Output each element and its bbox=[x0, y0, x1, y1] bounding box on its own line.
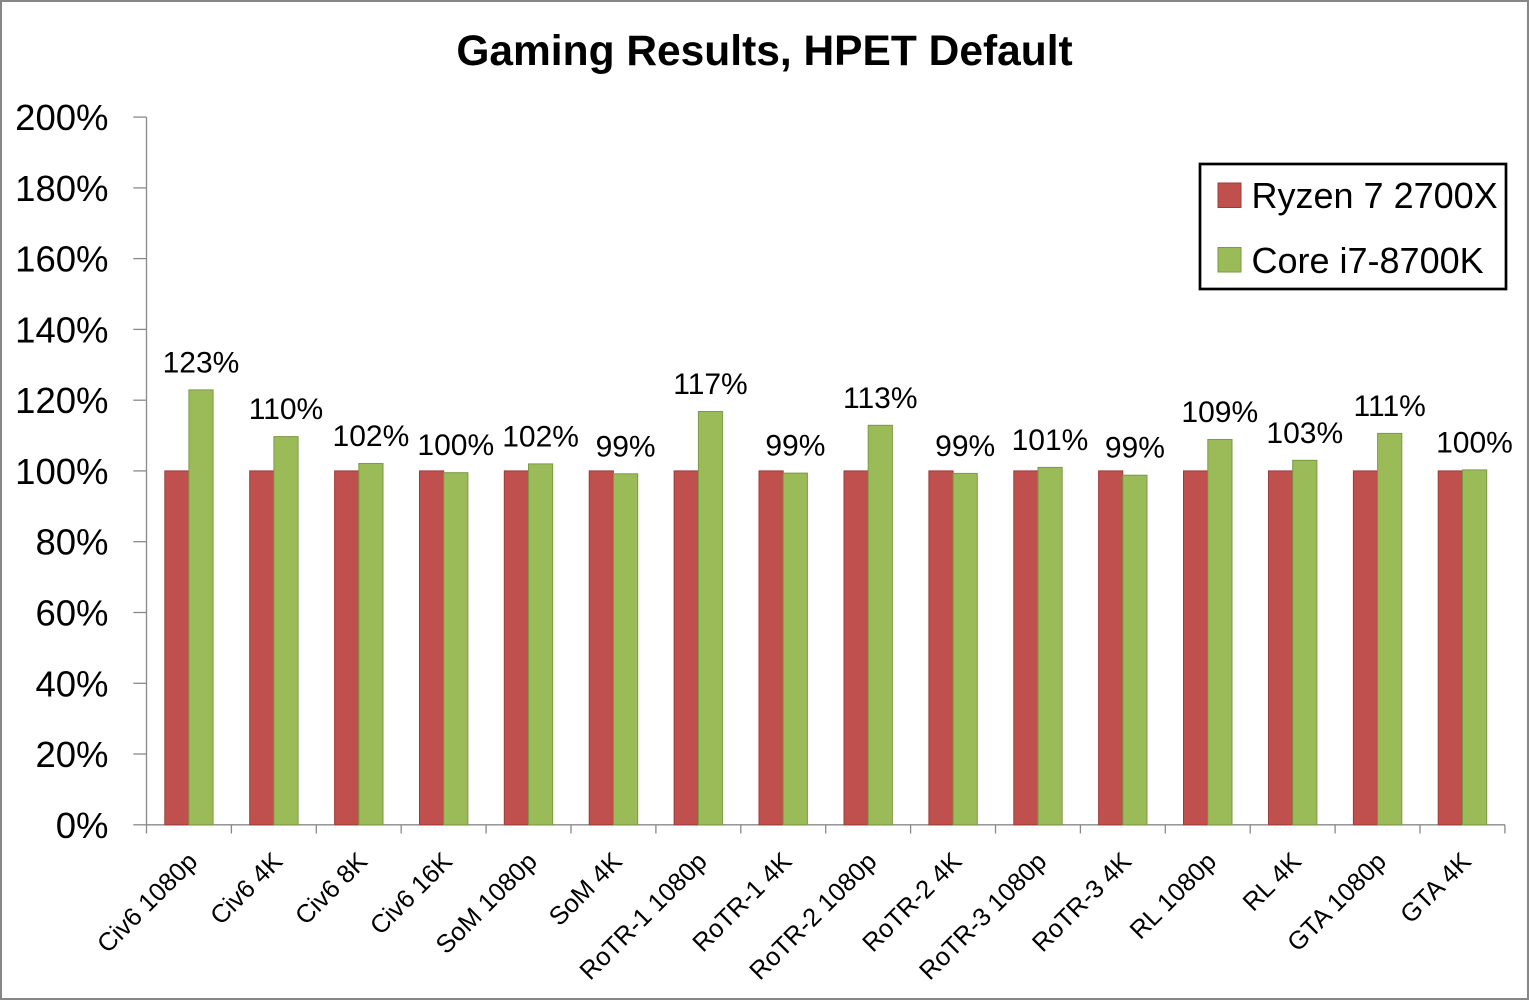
svg-text:99%: 99% bbox=[765, 430, 825, 463]
svg-text:100%: 100% bbox=[417, 429, 494, 462]
svg-text:99%: 99% bbox=[1105, 432, 1165, 465]
svg-text:180%: 180% bbox=[15, 168, 108, 209]
svg-text:100%: 100% bbox=[15, 451, 108, 492]
svg-text:117%: 117% bbox=[673, 368, 748, 401]
svg-text:40%: 40% bbox=[35, 663, 108, 704]
svg-text:200%: 200% bbox=[15, 97, 108, 138]
svg-text:113%: 113% bbox=[843, 382, 918, 415]
svg-text:100%: 100% bbox=[1436, 426, 1513, 459]
svg-text:160%: 160% bbox=[15, 239, 108, 280]
svg-text:20%: 20% bbox=[35, 734, 108, 775]
svg-text:109%: 109% bbox=[1181, 396, 1258, 429]
svg-text:Core i7-8700K: Core i7-8700K bbox=[1252, 240, 1484, 281]
svg-text:101%: 101% bbox=[1012, 424, 1089, 457]
svg-text:102%: 102% bbox=[333, 420, 410, 453]
svg-text:111%: 111% bbox=[1354, 390, 1426, 423]
svg-text:123%: 123% bbox=[163, 346, 240, 379]
svg-text:99%: 99% bbox=[596, 430, 656, 463]
svg-text:99%: 99% bbox=[935, 430, 995, 463]
svg-text:102%: 102% bbox=[502, 420, 579, 453]
svg-text:140%: 140% bbox=[15, 309, 108, 350]
svg-text:110%: 110% bbox=[249, 393, 324, 426]
svg-text:Gaming Results, HPET Default: Gaming Results, HPET Default bbox=[456, 28, 1072, 75]
svg-text:120%: 120% bbox=[15, 380, 108, 421]
svg-text:0%: 0% bbox=[56, 805, 109, 846]
svg-text:60%: 60% bbox=[35, 593, 108, 634]
svg-text:80%: 80% bbox=[35, 522, 108, 563]
svg-text:103%: 103% bbox=[1266, 417, 1343, 450]
svg-text:Ryzen 7 2700X: Ryzen 7 2700X bbox=[1252, 175, 1498, 216]
